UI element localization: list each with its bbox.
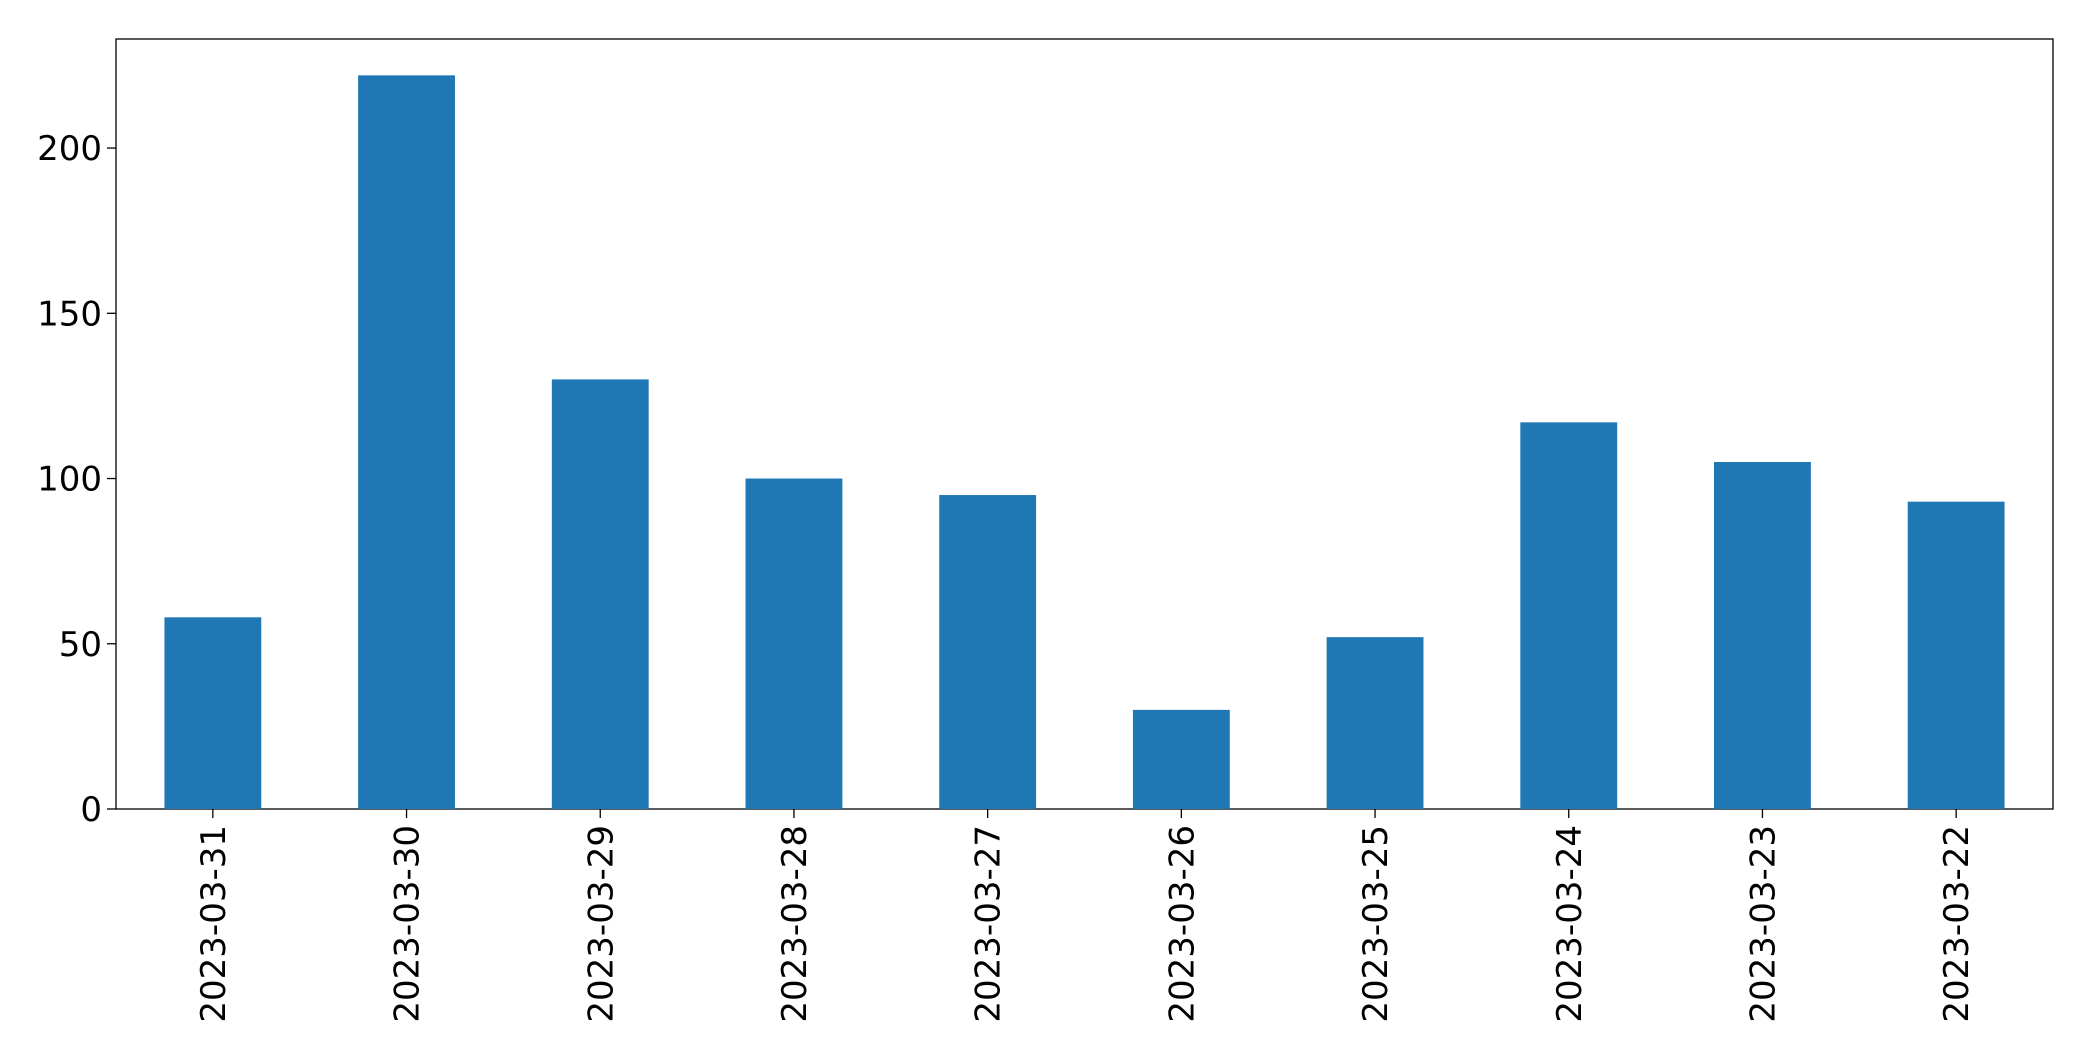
x-tick-label: 2023-03-26 bbox=[1162, 825, 1202, 1023]
x-tick-label: 2023-03-27 bbox=[969, 825, 1009, 1023]
y-tick-label: 0 bbox=[80, 790, 102, 830]
x-tick-label: 2023-03-23 bbox=[1743, 825, 1783, 1023]
y-tick-label: 150 bbox=[37, 294, 102, 334]
y-tick-label: 50 bbox=[59, 625, 102, 665]
y-tick-label: 100 bbox=[37, 460, 102, 500]
x-tick-label: 2023-03-22 bbox=[1937, 825, 1977, 1023]
bar bbox=[1520, 422, 1618, 809]
x-tick-label: 2023-03-31 bbox=[194, 825, 234, 1023]
bar bbox=[939, 495, 1037, 809]
bar bbox=[1326, 637, 1424, 809]
x-tick-label: 2023-03-28 bbox=[775, 825, 815, 1023]
bar bbox=[1714, 462, 1811, 809]
y-tick-label: 200 bbox=[37, 129, 102, 169]
x-tick-label: 2023-03-24 bbox=[1550, 825, 1590, 1023]
x-tick-label: 2023-03-30 bbox=[388, 825, 428, 1023]
x-tick-label: 2023-03-29 bbox=[581, 825, 621, 1023]
bar bbox=[358, 75, 455, 809]
x-tick-label: 2023-03-25 bbox=[1356, 825, 1396, 1023]
bar bbox=[551, 379, 649, 809]
plot-frame bbox=[115, 38, 2054, 810]
bar bbox=[1132, 709, 1230, 809]
bar bbox=[1907, 501, 2005, 809]
bar bbox=[164, 617, 262, 809]
bar bbox=[745, 478, 843, 809]
